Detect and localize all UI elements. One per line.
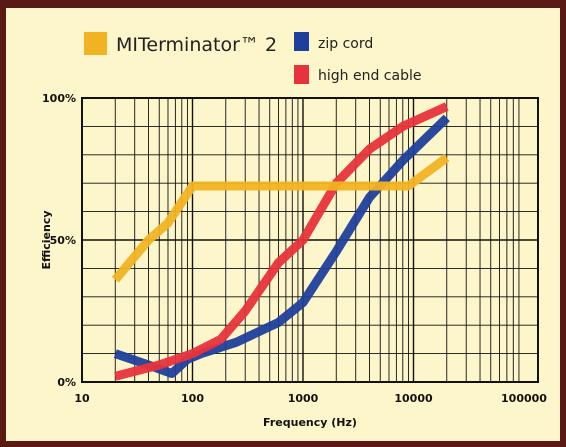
y-axis-label: Efficiency xyxy=(40,210,53,269)
x-tick-label: 1000 xyxy=(288,392,319,405)
x-axis-label: Frequency (Hz) xyxy=(263,416,357,429)
legend-label: MITerminator™ 2 xyxy=(116,34,277,56)
x-tick-label: 100 xyxy=(181,392,204,405)
legend-label: zip cord xyxy=(318,36,373,52)
legend-swatch xyxy=(294,32,309,51)
x-tick-label: 100000 xyxy=(501,392,547,405)
series-line-2 xyxy=(114,102,449,381)
x-tick-label: 10000 xyxy=(394,392,433,405)
legend-swatch xyxy=(294,65,309,84)
legend-label: high end cable xyxy=(318,68,421,84)
legend: MITerminator™ 2 zip cord high end cable xyxy=(84,32,421,84)
grid xyxy=(82,98,538,382)
plot-border xyxy=(81,97,539,383)
chart-card: MITerminator™ 2 zip cord high end cable 10… xyxy=(6,8,560,441)
series-line-1 xyxy=(113,114,450,378)
series-lines xyxy=(111,102,450,381)
legend-swatch xyxy=(84,32,107,55)
y-tick-label: 100% xyxy=(42,92,76,105)
tick-labels: 10 100 1000 10000 100000 0% 50% 100% xyxy=(42,92,547,405)
x-tick-label: 10 xyxy=(74,392,90,405)
efficiency-chart: MITerminator™ 2 zip cord high end cable 10… xyxy=(40,32,547,429)
series-line-0 xyxy=(111,153,450,283)
y-tick-label: 0% xyxy=(57,376,76,389)
plot-frame xyxy=(81,97,539,383)
y-tick-label: 50% xyxy=(50,234,76,247)
